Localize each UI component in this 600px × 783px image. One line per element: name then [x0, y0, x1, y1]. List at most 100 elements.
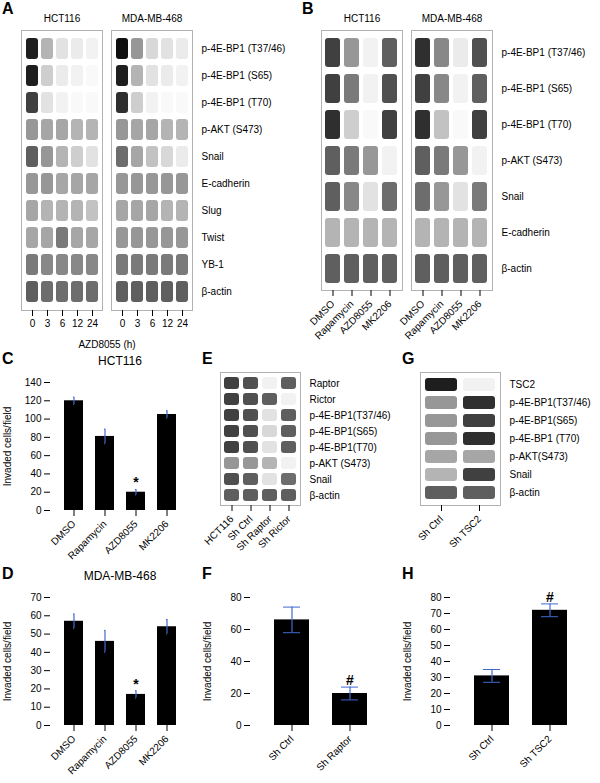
- svg-text:10: 10: [30, 701, 42, 712]
- svg-text:p-4E-BP1 (S65): p-4E-BP1 (S65): [202, 70, 273, 81]
- svg-text:30: 30: [30, 665, 42, 676]
- svg-text:0: 0: [36, 720, 42, 731]
- svg-text:MK2206: MK2206: [137, 518, 171, 552]
- svg-text:HCT116: HCT116: [344, 13, 381, 24]
- svg-text:E-cadherin: E-cadherin: [502, 227, 550, 238]
- svg-text:12: 12: [162, 318, 174, 329]
- svg-text:p-4E-BP1(T37/46): p-4E-BP1(T37/46): [310, 410, 391, 421]
- svg-text:30: 30: [430, 672, 442, 683]
- svg-text:p-4E-BP1(S65): p-4E-BP1(S65): [310, 426, 378, 437]
- svg-text:MDA-MB-468: MDA-MB-468: [422, 13, 483, 24]
- svg-text:MK2206: MK2206: [137, 733, 171, 767]
- svg-text:p-4E-BP1 (T70): p-4E-BP1 (T70): [502, 119, 572, 130]
- svg-text:AZD8055: AZD8055: [102, 518, 140, 556]
- svg-text:YB-1: YB-1: [202, 259, 225, 270]
- svg-text:Snail: Snail: [510, 469, 532, 480]
- svg-text:20: 20: [430, 688, 442, 699]
- svg-text:100: 100: [25, 413, 42, 424]
- svg-text:p-4E-BP1(S65): p-4E-BP1(S65): [510, 415, 578, 426]
- svg-text:6: 6: [60, 318, 66, 329]
- svg-text:p-4E-BP1 (T70): p-4E-BP1 (T70): [510, 433, 580, 444]
- svg-text:Snail: Snail: [502, 191, 524, 202]
- svg-text:50: 50: [430, 640, 442, 651]
- svg-text:p-4E-BP1 (T37/46): p-4E-BP1 (T37/46): [202, 43, 286, 54]
- svg-text:Twist: Twist: [202, 232, 225, 243]
- svg-text:Raptor: Raptor: [310, 378, 341, 389]
- svg-text:70: 70: [430, 608, 442, 619]
- svg-text:p-AKT (S473): p-AKT (S473): [310, 458, 371, 469]
- svg-text:20: 20: [30, 486, 42, 497]
- svg-text:40: 40: [30, 468, 42, 479]
- svg-text:24: 24: [87, 318, 99, 329]
- svg-text:Slug: Slug: [202, 205, 222, 216]
- svg-text:50: 50: [30, 628, 42, 639]
- svg-text:140: 140: [25, 377, 42, 388]
- svg-text:DMSO: DMSO: [49, 733, 78, 762]
- svg-text:60: 60: [30, 450, 42, 461]
- svg-text:p-4E-BP1(T70): p-4E-BP1(T70): [310, 442, 377, 453]
- svg-text:β-actin: β-actin: [510, 487, 540, 498]
- svg-text:120: 120: [25, 395, 42, 406]
- svg-text:Sh Raptor: Sh Raptor: [314, 733, 354, 773]
- svg-text:Snail: Snail: [202, 151, 224, 162]
- svg-text:p-4E-BP1(T37/46): p-4E-BP1(T37/46): [510, 397, 591, 408]
- svg-text:Sh Ctrl: Sh Ctrl: [416, 513, 445, 542]
- svg-text:Sh Ctrl: Sh Ctrl: [466, 733, 495, 762]
- svg-text:HCT116: HCT116: [44, 13, 81, 24]
- svg-text:3: 3: [45, 318, 51, 329]
- svg-text:p-4E-BP1 (S65): p-4E-BP1 (S65): [502, 83, 573, 94]
- svg-text:70: 70: [30, 592, 42, 603]
- svg-text:Invaded cells/field: Invaded cells/field: [2, 407, 13, 487]
- svg-text:10: 10: [430, 704, 442, 715]
- svg-text:20: 20: [30, 683, 42, 694]
- svg-text:0: 0: [436, 720, 442, 731]
- svg-text:40: 40: [430, 656, 442, 667]
- svg-text:0: 0: [30, 318, 36, 329]
- svg-text:Rapamycin: Rapamycin: [66, 518, 109, 561]
- svg-text:MDA-MB-468: MDA-MB-468: [122, 13, 183, 24]
- svg-text:6: 6: [150, 318, 156, 329]
- svg-text:0: 0: [120, 318, 126, 329]
- svg-text:Sh TSC2: Sh TSC2: [517, 733, 554, 770]
- svg-text:β-actin: β-actin: [310, 490, 340, 501]
- svg-text:60: 60: [230, 624, 242, 635]
- svg-text:12: 12: [72, 318, 84, 329]
- svg-text:AZD8055 (h): AZD8055 (h): [78, 339, 135, 350]
- svg-text:20: 20: [230, 688, 242, 699]
- svg-text:p-4E-BP1 (T37/46): p-4E-BP1 (T37/46): [502, 47, 586, 58]
- svg-text:80: 80: [30, 432, 42, 443]
- svg-text:β-actin: β-actin: [202, 286, 232, 297]
- svg-text:40: 40: [30, 647, 42, 658]
- svg-text:p-4E-BP1 (T70): p-4E-BP1 (T70): [202, 97, 272, 108]
- svg-text:Rapamycin: Rapamycin: [66, 733, 109, 776]
- svg-text:60: 60: [430, 624, 442, 635]
- svg-text:80: 80: [230, 592, 242, 603]
- svg-text:MK2206: MK2206: [450, 298, 484, 332]
- svg-text:60: 60: [30, 610, 42, 621]
- svg-text:80: 80: [430, 592, 442, 603]
- svg-text:#: #: [346, 672, 354, 688]
- svg-text:Sh Ctrl: Sh Ctrl: [266, 733, 295, 762]
- svg-text:40: 40: [230, 656, 242, 667]
- svg-text:*: *: [133, 676, 139, 692]
- svg-text:Sh Rictor: Sh Rictor: [256, 513, 293, 550]
- svg-text:0: 0: [36, 505, 42, 516]
- svg-text:Snail: Snail: [310, 474, 332, 485]
- svg-text:Invaded cells/field: Invaded cells/field: [402, 622, 413, 702]
- svg-text:β-actin: β-actin: [502, 263, 532, 274]
- svg-text:Rictor: Rictor: [310, 394, 337, 405]
- svg-text:DMSO: DMSO: [49, 518, 78, 547]
- svg-text:0: 0: [236, 720, 242, 731]
- svg-text:24: 24: [177, 318, 189, 329]
- svg-text:E-cadherin: E-cadherin: [202, 178, 250, 189]
- svg-text:Invaded cells/field: Invaded cells/field: [202, 622, 213, 702]
- svg-text:#: #: [546, 589, 554, 605]
- svg-text:p-AKT (S473): p-AKT (S473): [202, 124, 263, 135]
- svg-text:Invaded cells/field: Invaded cells/field: [2, 622, 13, 702]
- svg-text:p-AKT(S473): p-AKT(S473): [510, 451, 568, 462]
- svg-text:Sh TSC2: Sh TSC2: [447, 513, 484, 550]
- svg-text:3: 3: [135, 318, 141, 329]
- svg-text:*: *: [133, 474, 139, 490]
- svg-text:p-AKT (S473): p-AKT (S473): [502, 155, 563, 166]
- svg-text:TSC2: TSC2: [510, 379, 536, 390]
